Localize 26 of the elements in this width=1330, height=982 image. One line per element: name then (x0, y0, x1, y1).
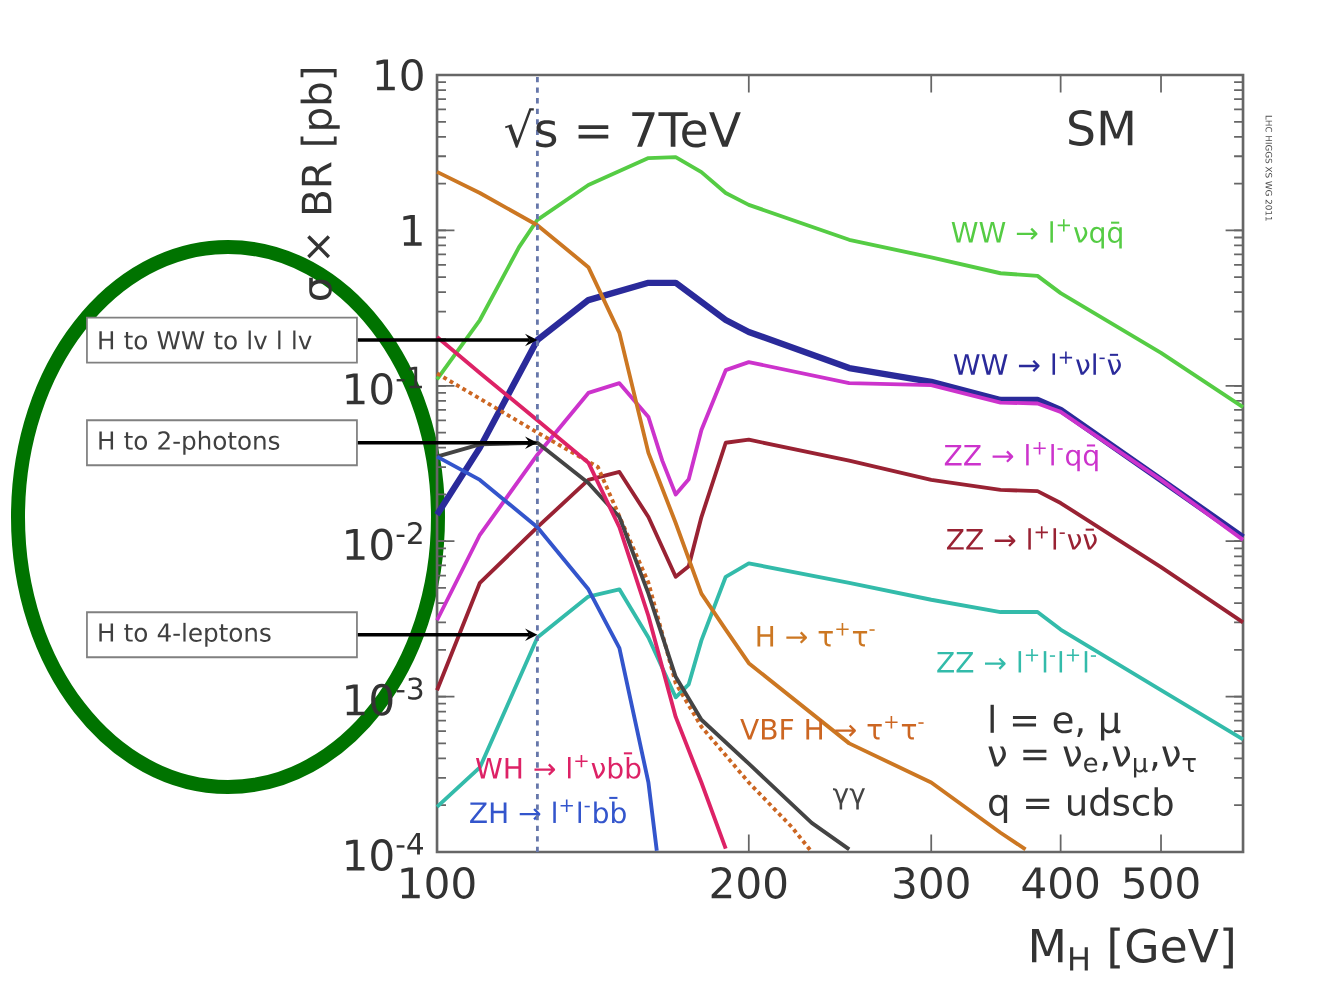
annotation: l = e, μ (990, 704, 1121, 741)
text: LHC HIGGS XS WG 2011 (1265, 115, 1273, 221)
series-label: ZZ → l$^{+}$l$^{-}$l$^{+}$l$^{-}$ (937, 649, 1097, 673)
series-label: H → τ$^{+}$τ$^{-}$ (757, 623, 875, 647)
y-tick-label: 1 (403, 215, 422, 246)
y-axis-title: σ × BR [pb] (300, 68, 340, 300)
x-tick-label: 300 (894, 866, 969, 899)
series-label: WW → l$^{+}$νqq̄ (951, 219, 1122, 249)
annotation: ν = ν$_{e}$,ν$_{μ}$,ν$_{τ}$ (988, 746, 1196, 778)
series-label: γγ (833, 788, 866, 810)
annotation: SM (1069, 110, 1133, 146)
x-tick-label: 400 (1022, 866, 1099, 899)
x-tick-label: 500 (1124, 866, 1199, 899)
series-label: ZZ → l$^{+}$l$^{-}$νν̄ (946, 526, 1097, 550)
annotation: q = udscb (989, 787, 1173, 824)
text: H to WW to lv l lv (99, 330, 312, 350)
text: H to 2-photons (99, 430, 280, 455)
x-tick-label: 200 (711, 866, 787, 899)
y-tick-label: 10 (376, 59, 423, 91)
text: H to 4-leptons (99, 622, 271, 647)
y-tick-label: 10$^{-2}$ (346, 522, 422, 561)
annotation: √s = 7TeV (504, 108, 741, 148)
series-label: VBF H → τ$^{+}$τ$^{-}$ (740, 716, 924, 740)
series-label: ZZ → l$^{+}$l$^{-}$qq̄ (944, 442, 1098, 472)
series-label: WW → l$^{+}$νl$^{-}$ν̄ (953, 351, 1121, 375)
x-axis-title: M$_{H}$ [GeV] (1032, 927, 1233, 971)
